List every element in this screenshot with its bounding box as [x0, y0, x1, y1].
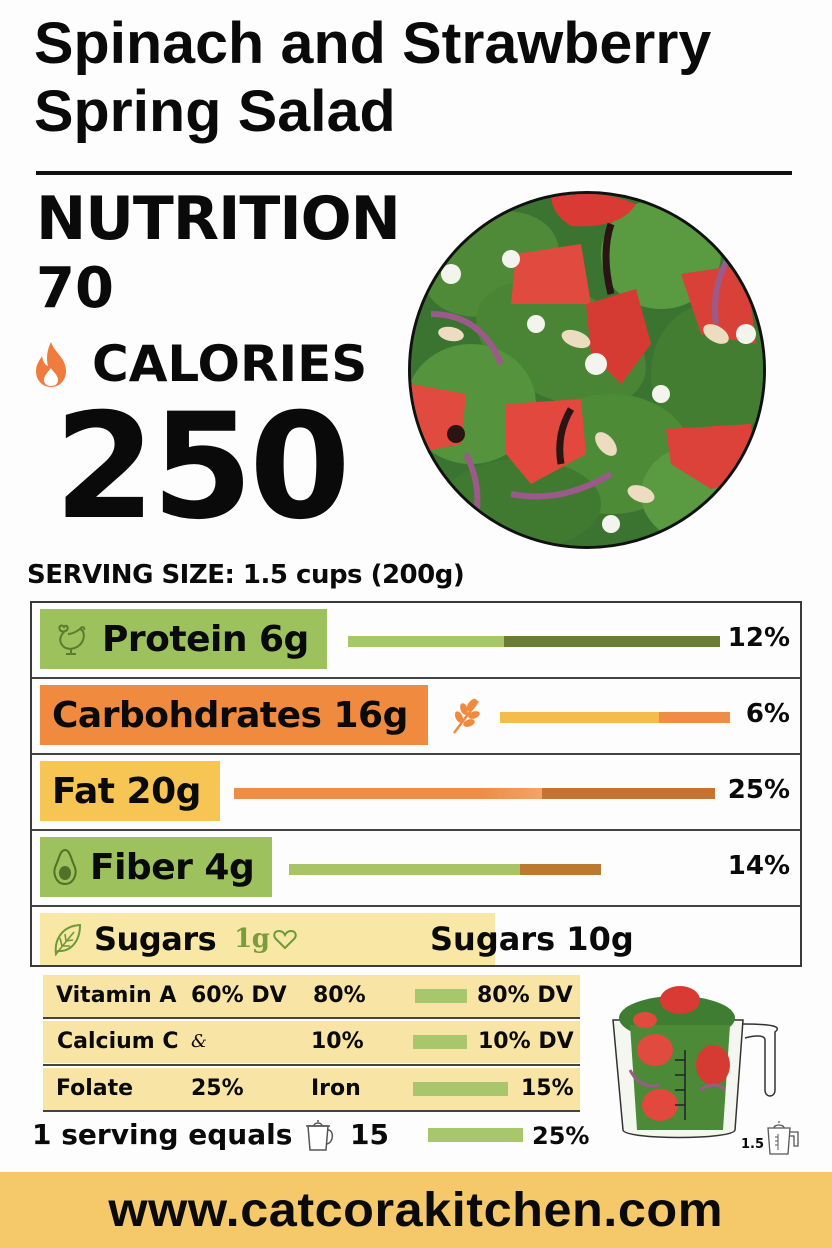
serving-size: SERVING SIZE: 1.5 cups (200g): [27, 560, 465, 590]
sugars-value: 1g: [234, 924, 270, 954]
calories-label: CALORIES: [92, 335, 368, 393]
protein-text: Protein 6g: [102, 618, 309, 660]
vitamin-divider: [43, 1110, 580, 1112]
fiber-label: Fiber 4g: [40, 837, 272, 897]
carbohydrates-text: Carbohdrates 16g: [52, 694, 408, 736]
fiber-bar: [289, 864, 601, 875]
serving-equals-bar: [428, 1128, 523, 1142]
recipe-title: Spinach and Strawberry Spring Salad: [34, 11, 712, 144]
serving-equals-label: 1 serving equals: [32, 1118, 293, 1151]
fiber-percent: 14%: [727, 851, 790, 881]
vitamin-name: Folate: [56, 1076, 134, 1101]
protein-label: Protein 6g: [40, 609, 327, 669]
vitamin-row: Folate 25% Iron 15%: [43, 1068, 580, 1110]
measuring-cup-label: 1.5: [741, 1137, 765, 1152]
sugars-text: Sugars: [94, 920, 217, 958]
vitamin-bar: [413, 1035, 467, 1049]
small-measuring-cup-icon: [767, 1121, 799, 1155]
website-link[interactable]: www.catcorakitchen.com: [108, 1183, 724, 1237]
avocado-icon: [53, 848, 77, 886]
calories-value: 250: [54, 382, 351, 552]
nutrition-number: 70: [36, 256, 114, 321]
macro-row-protein: Protein 6g 12%: [32, 603, 800, 679]
fat-label: Fat 20g: [40, 761, 220, 821]
vitamin-row: Vitamin A 60% DV 80% 80% DV: [43, 975, 580, 1017]
vitamin-col3: 80%: [313, 983, 366, 1008]
vitamin-col4: 80% DV: [477, 983, 573, 1008]
heart-icon: [273, 929, 298, 950]
vitamin-col4: 15%: [521, 1076, 574, 1101]
vitamin-col2: 60% DV: [191, 983, 287, 1008]
carbohydrates-bar: [500, 712, 730, 723]
serving-equals-percent: 25%: [532, 1122, 590, 1150]
macro-row-carbohydrates: Carbohdrates 16g 6%: [32, 679, 800, 755]
serving-equals-value: 15: [350, 1118, 389, 1151]
sugars-secondary-label: Sugars 10g: [430, 920, 634, 958]
chicken-icon: [58, 624, 86, 655]
measuring-jug-icon: [306, 1120, 334, 1151]
title-divider: [36, 171, 792, 175]
vitamin-name: Vitamin A: [56, 983, 177, 1008]
fat-percent: 25%: [727, 775, 790, 805]
protein-percent: 12%: [727, 623, 790, 653]
carbohydrates-label: Carbohdrates 16g: [40, 685, 428, 745]
vitamin-col3: 10%: [311, 1029, 364, 1054]
vitamin-bar: [413, 1082, 508, 1096]
fat-text: Fat 20g: [52, 770, 201, 812]
sugars-label: Sugars 1g: [40, 913, 495, 965]
vitamin-bar: [415, 989, 467, 1003]
protein-bar: [348, 636, 720, 647]
vitamin-col2: 25%: [191, 1076, 244, 1101]
vitamin-col3: Iron: [311, 1076, 361, 1101]
macro-row-fiber: Fiber 4g 14%: [32, 831, 800, 907]
vitamin-col4: 10% DV: [478, 1029, 574, 1054]
macro-table: Protein 6g 12% Carbohdrates 16g 6% Fat 2: [30, 601, 802, 967]
macro-row-fat: Fat 20g 25%: [32, 755, 800, 831]
vitamin-name: Calcium C: [57, 1029, 179, 1054]
flame-icon: [36, 342, 66, 387]
fat-bar: [234, 788, 715, 799]
vitamin-divider: [43, 1017, 580, 1019]
footer-banner: www.catcorakitchen.com: [0, 1172, 832, 1248]
vitamin-row: Calcium C & 10% 10% DV: [43, 1021, 580, 1063]
fiber-text: Fiber 4g: [90, 846, 255, 888]
salad-photo: [408, 191, 766, 549]
leaf-icon: [54, 923, 82, 956]
measuring-cup-icon: [612, 986, 779, 1139]
vitamin-col2: &: [191, 1031, 208, 1052]
wheat-icon: [453, 698, 480, 734]
vitamin-divider: [43, 1064, 580, 1066]
macro-row-sugars: Sugars 1g Sugars 10g: [32, 907, 800, 967]
nutrition-heading: NUTRITION: [36, 184, 401, 254]
carbohydrates-percent: 6%: [745, 699, 790, 729]
